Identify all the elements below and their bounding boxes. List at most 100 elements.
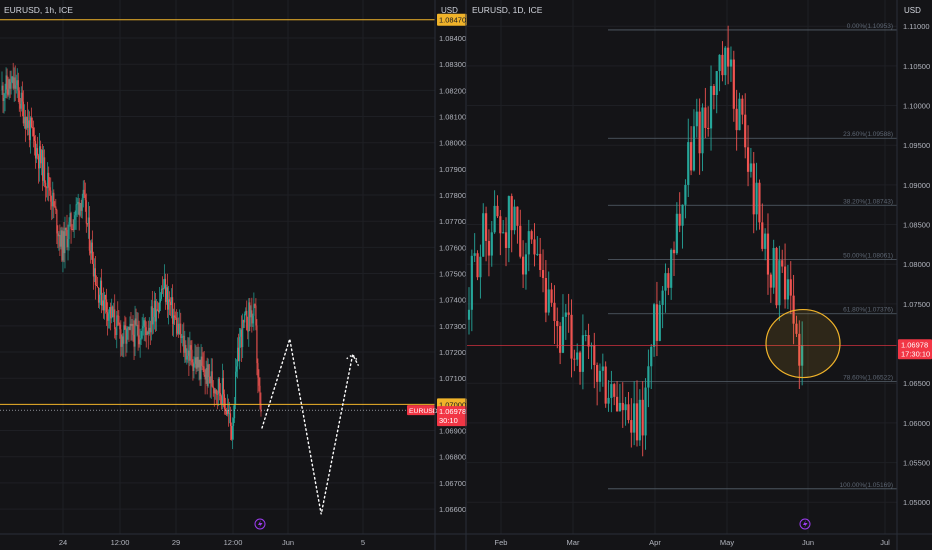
candle bbox=[4, 93, 6, 99]
level-price-label: 1.08470 bbox=[439, 16, 466, 25]
fib-level-label: 23.60%(1.09588) bbox=[843, 131, 893, 138]
candle bbox=[789, 279, 792, 296]
candle bbox=[25, 117, 27, 129]
x-tick-label: Apr bbox=[649, 538, 661, 547]
y-tick-label: 1.08000 bbox=[903, 260, 930, 269]
candle bbox=[71, 229, 73, 230]
candle bbox=[131, 323, 133, 326]
candle bbox=[165, 287, 168, 302]
candle bbox=[47, 172, 49, 189]
candle bbox=[578, 352, 582, 372]
candle bbox=[212, 386, 214, 389]
candle bbox=[587, 335, 590, 347]
candle bbox=[126, 327, 128, 344]
highlight-circle[interactable] bbox=[765, 308, 841, 379]
candle bbox=[96, 285, 99, 288]
candle bbox=[504, 232, 508, 248]
candle bbox=[174, 315, 176, 318]
candle bbox=[244, 313, 246, 323]
right-currency-label: USD bbox=[904, 6, 921, 15]
y-tick-label: 1.08500 bbox=[903, 221, 930, 230]
y-tick-label: 1.07400 bbox=[439, 296, 466, 305]
candle bbox=[650, 346, 653, 367]
candle bbox=[513, 206, 516, 231]
candle bbox=[252, 315, 254, 324]
candle bbox=[556, 320, 559, 327]
chart-right-1d[interactable]: 0.00%(1.10953) 23.60%(1.09588) 38.20%(1.08… bbox=[467, 0, 932, 547]
candle bbox=[177, 323, 179, 334]
left-chart-title[interactable]: EURUSD, 1h, ICE bbox=[4, 5, 73, 15]
y-tick-label: 1.06000 bbox=[903, 419, 930, 428]
candle bbox=[178, 323, 180, 335]
last-price-countdown: 30:10 bbox=[439, 416, 458, 425]
lightning-icon[interactable] bbox=[799, 518, 811, 530]
candle bbox=[89, 250, 91, 254]
candle bbox=[217, 378, 219, 395]
candle bbox=[213, 388, 215, 394]
candle bbox=[234, 404, 236, 419]
candle bbox=[9, 79, 11, 89]
candle bbox=[704, 107, 707, 128]
candle bbox=[69, 213, 71, 223]
fib-level-label: 100.00%(1.05169) bbox=[840, 482, 894, 489]
candle bbox=[695, 111, 698, 127]
candle bbox=[15, 85, 17, 89]
lightning-icon-ring bbox=[799, 518, 811, 530]
candle bbox=[170, 301, 172, 306]
lightning-icon[interactable] bbox=[254, 518, 266, 530]
candle bbox=[159, 298, 161, 303]
candle bbox=[247, 330, 249, 332]
candle bbox=[798, 333, 801, 366]
candle bbox=[530, 231, 533, 240]
candle bbox=[479, 256, 482, 278]
candle bbox=[238, 347, 240, 362]
candle bbox=[670, 249, 673, 288]
projection-path[interactable] bbox=[261, 338, 359, 515]
candle bbox=[598, 370, 602, 382]
candle bbox=[3, 98, 5, 102]
y-tick-label: 1.10000 bbox=[903, 102, 930, 111]
candle bbox=[201, 356, 203, 366]
last-price-countdown: 17:30:10 bbox=[901, 349, 930, 358]
candle bbox=[613, 384, 616, 397]
candle bbox=[84, 194, 86, 201]
x-tick-label: 24 bbox=[59, 538, 67, 547]
candle bbox=[17, 80, 19, 91]
candle bbox=[179, 323, 181, 335]
candle bbox=[667, 273, 670, 288]
candle bbox=[502, 232, 505, 234]
last-price-value: 1.06978 bbox=[901, 340, 928, 349]
candle bbox=[64, 227, 66, 254]
candle bbox=[66, 229, 68, 248]
right-chart-title[interactable]: EURUSD, 1D, ICE bbox=[472, 5, 543, 15]
candle bbox=[8, 79, 10, 95]
candle bbox=[149, 327, 151, 333]
candle bbox=[536, 253, 539, 255]
candle bbox=[175, 317, 177, 319]
candle bbox=[169, 299, 171, 302]
candle bbox=[226, 409, 229, 415]
x-tick-label: Jun bbox=[802, 538, 814, 547]
candle bbox=[641, 399, 644, 436]
candle bbox=[7, 89, 9, 95]
candle bbox=[655, 304, 659, 341]
y-tick-label: 1.07800 bbox=[439, 191, 466, 200]
candle bbox=[1, 85, 3, 91]
candle bbox=[33, 136, 36, 141]
candle bbox=[766, 233, 770, 275]
candle bbox=[87, 217, 89, 224]
candle bbox=[148, 327, 150, 334]
candle bbox=[45, 182, 47, 188]
candle bbox=[206, 367, 208, 387]
candle bbox=[221, 378, 223, 405]
candle bbox=[764, 233, 767, 249]
candle bbox=[596, 365, 599, 382]
candle bbox=[204, 375, 206, 380]
candle bbox=[522, 256, 525, 275]
candle bbox=[49, 187, 51, 191]
candle bbox=[553, 302, 556, 321]
candle bbox=[604, 366, 607, 404]
candle bbox=[176, 317, 178, 334]
candle bbox=[97, 287, 100, 303]
